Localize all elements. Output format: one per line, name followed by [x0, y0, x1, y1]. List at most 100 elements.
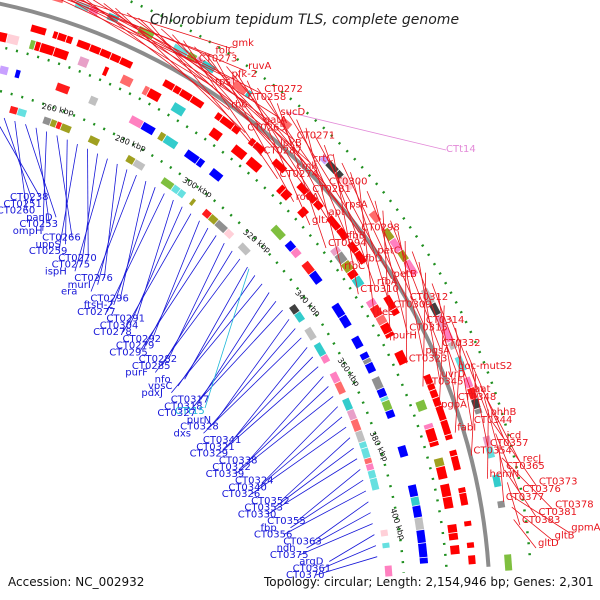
gene-feature [448, 532, 459, 541]
gene-feature [309, 270, 323, 285]
label-leader-line [86, 0, 230, 110]
gene-label: rfbA [377, 276, 398, 287]
gene-label: CT0373 [539, 476, 578, 487]
gene-label: phhB [490, 407, 516, 418]
label-leader-line [264, 406, 338, 481]
gene-feature [482, 435, 493, 448]
gene-feature [296, 182, 310, 196]
gene-label: CT0287 [263, 146, 302, 157]
label-leader-line [332, 153, 359, 295]
gene-label: CT0279 [116, 341, 155, 352]
gene-feature [278, 116, 293, 130]
gene-feature [56, 32, 67, 42]
gene-label: gpmA [571, 523, 600, 534]
label-leader-line [209, 328, 296, 427]
gene-feature [334, 381, 346, 395]
gene-label: nfo [155, 374, 171, 385]
label-leader-line [87, 148, 89, 258]
gene-label: gltX [312, 215, 332, 226]
gene-label: CT0304 [100, 320, 139, 331]
gene-feature [340, 260, 354, 274]
gene-label: CT0251 [3, 199, 42, 210]
gene-feature [30, 24, 47, 36]
label-leader-line [267, 458, 358, 515]
gene-label: fabI [457, 423, 476, 434]
gene-feature [364, 361, 377, 374]
tick-marks-layer [0, 0, 532, 573]
gene-label: CT0322 [212, 462, 251, 473]
label-leader-line [454, 339, 462, 433]
gene-feature [231, 124, 242, 135]
gene-label: CT0328 [180, 422, 219, 433]
gene-label: petB [394, 269, 417, 280]
gene-feature [208, 167, 224, 182]
gene-feature [346, 268, 359, 280]
gene-feature [367, 469, 377, 479]
gene-feature [55, 82, 71, 95]
gene-feature [459, 492, 469, 506]
gene-label: CT0348 [458, 392, 497, 403]
label-leader-line [161, 250, 233, 366]
label-leader-line [97, 169, 128, 285]
gene-feature [271, 158, 288, 174]
gene-label: CT0260 [0, 206, 35, 217]
gene-feature [52, 31, 59, 40]
label-leader-line [314, 136, 392, 279]
gene-feature [170, 102, 187, 117]
gene-feature [65, 35, 74, 45]
gene-label: CT0378 [555, 500, 594, 511]
gene-label: gmk [232, 38, 254, 49]
gene-feature [101, 66, 110, 77]
gene-feature [351, 275, 365, 289]
gene-feature [14, 69, 21, 79]
label-leader-line [90, 175, 137, 292]
gene-feature [466, 542, 475, 549]
gene-feature [109, 52, 122, 64]
label-leader-line [103, 3, 263, 126]
gene-feature [423, 422, 434, 430]
gene-feature [435, 405, 447, 422]
label-leader-line [498, 445, 505, 502]
label-leader-line [487, 409, 489, 479]
gene-feature [28, 39, 36, 50]
gene-label: CT0273 [199, 53, 238, 64]
label-leader-line [305, 127, 343, 272]
label-leader-line [204, 268, 250, 409]
label-leader-line [248, 376, 324, 461]
gene-feature [381, 227, 395, 242]
label-leader-line [483, 397, 505, 472]
gene-feature [304, 326, 317, 341]
gene-features-layer [0, 0, 513, 577]
gene-label: pfk-2 [232, 69, 258, 80]
label-leader-line [404, 241, 408, 364]
label-leader-line [81, 153, 98, 265]
gene-feature [141, 85, 151, 96]
gene-label: CT0294 [328, 238, 367, 249]
label-leader-line [226, 66, 344, 210]
label-leader-line [513, 519, 537, 549]
label-leader-line [152, 220, 200, 339]
label-leader-line [329, 534, 375, 562]
gene-label: CT0253 [19, 219, 58, 230]
gene-label: CT0344 [474, 415, 513, 426]
gene-feature [290, 247, 302, 259]
gene-feature [450, 455, 461, 471]
gene-label: CT0275 [52, 260, 91, 271]
gene-label: CT0376 [522, 484, 561, 495]
gene-label: CT0330 [238, 509, 277, 520]
gene-feature [384, 565, 393, 577]
gene-label: pdxJ [141, 388, 163, 399]
gene-label: CT0312 [410, 292, 449, 303]
gene-label: CT0274 [280, 169, 319, 180]
gene-feature [146, 88, 162, 103]
gene-label: icd [507, 430, 522, 441]
label-leader-line [235, 396, 334, 475]
gene-feature [368, 210, 382, 224]
gene-feature [415, 399, 428, 412]
gene-label: CT0315 [409, 323, 448, 334]
gene-feature [449, 545, 460, 555]
gene-feature [376, 387, 388, 399]
trna-label: CTt15 [175, 406, 205, 417]
gene-label: CT0291 [106, 314, 145, 325]
gene-feature [380, 395, 389, 403]
